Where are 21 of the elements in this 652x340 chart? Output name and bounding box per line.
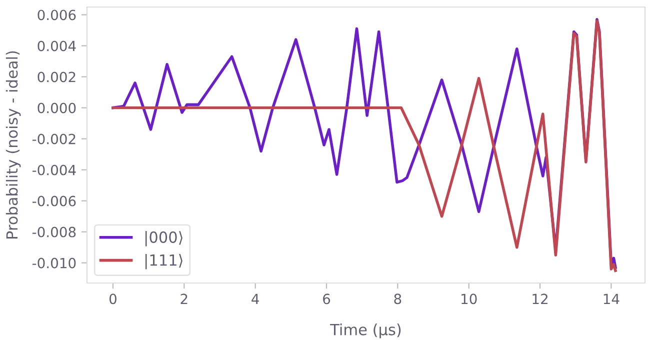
y-tick-label: 0.002: [38, 72, 76, 82]
legend-label: |111⟩: [145, 254, 182, 270]
y-tick-label: -0.010: [32, 258, 76, 268]
x-tick-label: 8: [394, 294, 402, 304]
x-tick-label: 0: [109, 294, 116, 304]
x-tick-label: 2: [180, 294, 188, 304]
x-axis-title: Time (µs): [330, 324, 401, 338]
y-tick-label: -0.004: [32, 164, 76, 176]
y-tick-label: -0.002: [32, 134, 76, 144]
y-tick-label: 0.004: [38, 40, 76, 52]
y-axis-title: Probability (noisy - ideal): [6, 51, 21, 238]
y-tick-label: -0.006: [32, 196, 76, 206]
x-tick-label: 14: [604, 294, 620, 304]
x-tick-label: 4: [252, 294, 259, 304]
y-tick-label: -0.008: [32, 226, 76, 238]
y-tick-label: 0.000: [38, 102, 76, 114]
x-tick-label: 12: [532, 294, 548, 304]
legend-label: |000⟩: [145, 231, 182, 246]
x-tick-label: 6: [323, 294, 330, 304]
y-tick-label: 0.006: [38, 10, 76, 20]
x-tick-label: 10: [462, 294, 477, 304]
